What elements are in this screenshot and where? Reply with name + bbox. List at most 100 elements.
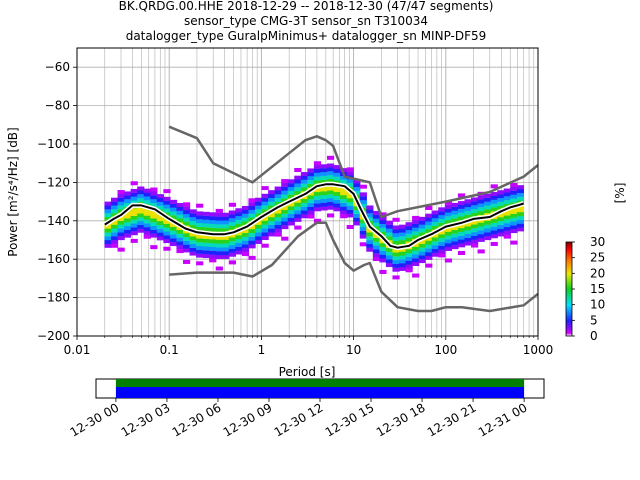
heatmap-cell [353, 183, 361, 188]
heatmap-cell [281, 225, 289, 230]
heatmap-cell [471, 197, 479, 202]
heatmap-cell [163, 189, 171, 194]
heatmap-cell [189, 247, 197, 252]
heatmap-cell [457, 216, 466, 221]
heatmap-cell [294, 191, 302, 196]
heatmap-cell [438, 230, 446, 235]
heatmap-cell [372, 249, 381, 254]
heatmap-cell [163, 246, 171, 251]
heatmap-cell [307, 199, 315, 204]
heatmap-cell [385, 228, 394, 233]
y-tick-label: −60 [45, 60, 70, 74]
y-tick-label: −160 [37, 252, 70, 266]
heatmap-cell [340, 175, 348, 180]
heatmap-cell [150, 195, 158, 200]
heatmap-cell [176, 210, 184, 215]
heatmap-cell [137, 217, 145, 222]
heatmap-cell [248, 240, 256, 245]
heatmap-cell [228, 218, 237, 223]
heatmap-cell [425, 255, 433, 260]
heatmap-cell [405, 256, 413, 261]
heatmap-cell [274, 186, 282, 191]
heatmap-cell [340, 179, 348, 184]
heatmap-cell [169, 238, 178, 243]
heatmap-cell [340, 202, 348, 207]
heatmap-cell [516, 212, 525, 217]
heatmap-cell [137, 221, 145, 226]
heatmap-cell [516, 192, 525, 197]
heatmap-cell [510, 217, 518, 222]
heatmap-cell [274, 201, 282, 206]
heatmap-cell [143, 196, 151, 201]
heatmap-cell [379, 269, 387, 274]
heatmap-cell [313, 195, 322, 200]
heatmap-cell [163, 235, 171, 240]
heatmap-cell [222, 216, 230, 221]
heatmap-cell [418, 247, 426, 252]
heatmap-cell [196, 219, 204, 224]
heatmap-cell [150, 214, 158, 219]
heatmap-cell [412, 246, 420, 251]
heatmap-cell [202, 238, 210, 243]
heatmap-cell [156, 236, 164, 241]
heatmap-cell [464, 237, 472, 242]
heatmap-cell [457, 224, 466, 229]
heatmap-cell [241, 248, 250, 253]
heatmap-cell [399, 236, 407, 241]
heatmap-cell [385, 232, 394, 237]
heatmap-cell [313, 180, 322, 185]
heatmap-cell [215, 216, 223, 221]
heatmap-cell [372, 237, 381, 242]
heatmap-cell [313, 168, 322, 173]
heatmap-cell [425, 225, 433, 230]
heatmap-cell [385, 220, 394, 225]
heatmap-cell [372, 257, 381, 262]
heatmap-cell [209, 239, 217, 244]
heatmap-cell [379, 258, 387, 263]
heatmap-cell [431, 233, 439, 238]
heatmap-cell [143, 230, 151, 235]
heatmap-cell [156, 194, 164, 199]
heatmap-cell [222, 235, 230, 240]
heatmap-cell [444, 208, 453, 213]
noise-model-line [168, 125, 538, 219]
heatmap-cell [372, 218, 381, 223]
heatmap-cell [182, 206, 191, 211]
y-tick-label: −80 [45, 99, 70, 113]
heatmap-cell [196, 203, 204, 208]
heatmap-cell [104, 239, 112, 244]
heatmap-cell [189, 209, 197, 214]
heatmap-cell [104, 228, 112, 233]
heatmap-cell [176, 214, 184, 219]
heatmap-cell [379, 220, 387, 225]
heatmap-cell [405, 222, 413, 227]
heatmap-cell [130, 208, 138, 213]
heatmap-cell [313, 165, 322, 170]
heatmap-cell [261, 243, 269, 248]
heatmap-cell [379, 250, 387, 255]
heatmap-cell [353, 209, 361, 214]
heatmap-cell [490, 199, 498, 204]
heatmap-cell [294, 225, 302, 230]
heatmap-cell [497, 197, 505, 202]
heatmap-cell [484, 228, 492, 233]
heatmap-cell [196, 253, 204, 258]
heatmap-cell [235, 250, 243, 255]
heatmap-cell [254, 209, 263, 214]
heatmap-cell [313, 199, 322, 204]
heatmap-cell [137, 209, 145, 214]
heatmap-cell [346, 213, 354, 218]
heatmap-cell [333, 168, 341, 173]
y-tick-label: −120 [37, 175, 70, 189]
heatmap-cell [457, 193, 466, 198]
heatmap-cell [484, 220, 492, 225]
heatmap-cell [392, 252, 400, 257]
heatmap-cell [379, 243, 387, 248]
heatmap-cell [399, 232, 407, 237]
heatmap-cell [399, 259, 407, 264]
heatmap-cell [215, 266, 223, 271]
heatmap-cell [228, 248, 237, 253]
heatmap-cell [189, 232, 197, 237]
heatmap-cell [412, 273, 420, 278]
heatmap-cell [209, 219, 217, 224]
